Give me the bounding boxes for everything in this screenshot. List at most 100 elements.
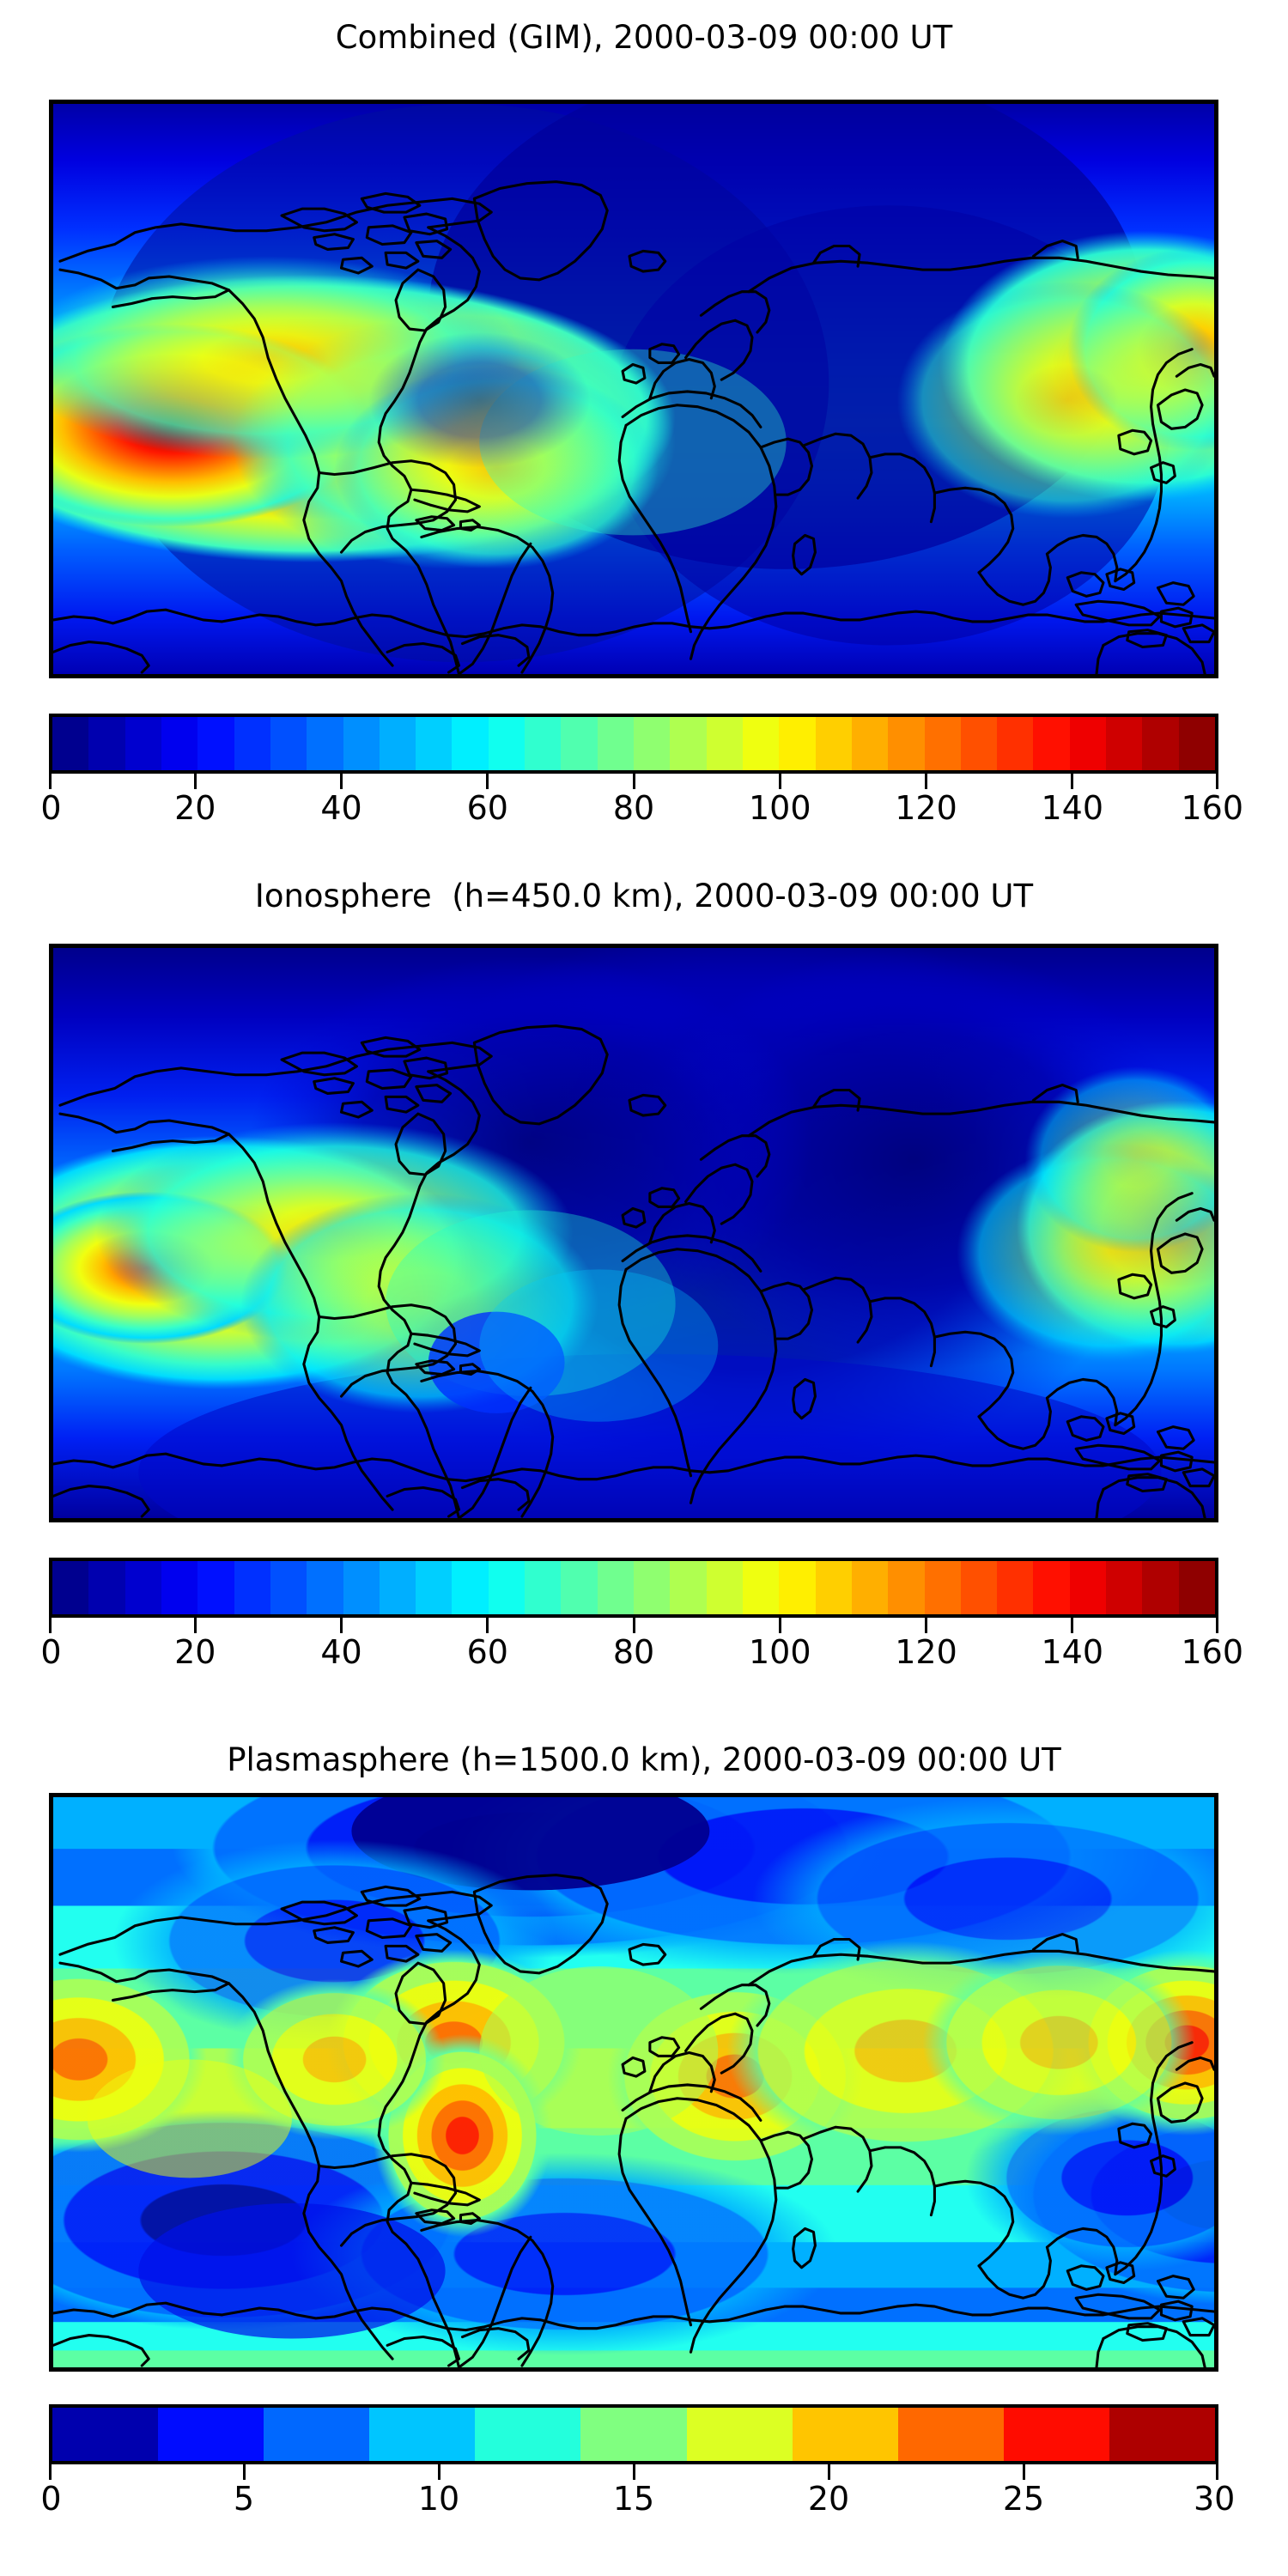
panel-title-plasmasphere: Plasmasphere (h=1500.0 km), 2000-03-09 0… (227, 1741, 1061, 1778)
colorbar-segment (197, 1561, 234, 1614)
colorbar-tick-label: 0 (40, 2480, 62, 2518)
colorbar-segment (1106, 1561, 1143, 1614)
colorbar-ionosphere[interactable]: 0 20 40 60 80 100 120 140 160 (40, 1558, 1243, 1671)
colorbar-segment (597, 717, 634, 770)
colorbar-tick-label: 0 (40, 789, 62, 827)
colorbar-tick-label: 120 (895, 789, 957, 827)
colorbar-segment (488, 717, 526, 770)
colorbar-gradient-ionosphere (49, 1558, 1218, 1618)
colorbar-tick-mark (1022, 2464, 1025, 2480)
colorbar-segment (452, 1561, 489, 1614)
panel-ionosphere: Ionosphere (h=450.0 km), 2000-03-09 00:0… (0, 859, 1288, 1726)
map-combined-gim[interactable] (49, 100, 1218, 678)
colorbar-ticks-combined (49, 774, 1218, 793)
colorbar-tick-label: 60 (466, 789, 508, 827)
colorbar-segment (307, 1561, 343, 1614)
colorbar-segment (706, 717, 743, 770)
colorbar-tick-label: 80 (612, 1633, 655, 1671)
colorbar-tick-label: 15 (612, 2480, 655, 2518)
colorbar-segment (1142, 1561, 1179, 1614)
colorbar-segment (1069, 717, 1107, 770)
colorbar-segment (706, 1561, 743, 1614)
colorbar-segment (888, 1561, 925, 1614)
colorbar-segment (924, 1561, 961, 1614)
colorbar-gradient-plasmasphere (49, 2404, 1218, 2464)
colorbar-segment (561, 1561, 598, 1614)
colorbar-segment (88, 717, 125, 770)
colorbar-tick-mark (193, 1618, 197, 1633)
colorbar-segment (343, 1561, 380, 1614)
colorbar-tick-label: 140 (1041, 789, 1104, 827)
colorbar-segment (1069, 1561, 1107, 1614)
colorbar-tick-mark (1216, 2464, 1218, 2480)
colorbar-tick-mark (632, 1618, 635, 1633)
colorbar-segment (52, 717, 89, 770)
colorbar-segment (1178, 1561, 1215, 1614)
colorbar-tick-mark (49, 774, 52, 789)
colorbar-segment (379, 1561, 416, 1614)
colorbar-tick-mark (437, 2464, 440, 2480)
colorbar-tick-mark (632, 774, 635, 789)
colorbar-tick-label: 100 (748, 1633, 811, 1671)
colorbar-segment (158, 2408, 264, 2461)
colorbar-segment (742, 1561, 780, 1614)
colorbar-segment (161, 1561, 198, 1614)
colorbar-tick-mark (778, 1618, 781, 1633)
panel-title-combined-gim: Combined (GIM), 2000-03-09 00:00 UT (335, 19, 953, 56)
colorbar-segment (960, 717, 998, 770)
colorbar-segment (997, 1561, 1034, 1614)
colorbar-tick-label: 160 (1181, 1633, 1244, 1671)
colorbar-tick-mark (1216, 774, 1218, 789)
colorbar-combined-gim[interactable]: 0 20 40 60 80 100 120 140 160 (40, 714, 1243, 827)
colorbar-segment (234, 1561, 270, 1614)
colorbar-tick-mark (778, 774, 781, 789)
colorbar-segment (1109, 2408, 1215, 2461)
colorbar-segment (379, 717, 416, 770)
colorbar-segment (897, 2408, 1004, 2461)
colorbar-ticks-plasmasphere (49, 2464, 1218, 2483)
colorbar-segment (197, 717, 234, 770)
panel-title-ionosphere: Ionosphere (h=450.0 km), 2000-03-09 00:0… (254, 878, 1034, 914)
colorbar-ticks-ionosphere (49, 1618, 1218, 1637)
colorbar-segment (452, 717, 489, 770)
colorbar-tick-label: 0 (40, 1633, 62, 1671)
map-ionosphere[interactable] (49, 944, 1218, 1522)
colorbar-tick-mark (925, 1618, 927, 1633)
colorbar-tick-label: 140 (1041, 1633, 1104, 1671)
colorbar-segment (792, 2408, 898, 2461)
colorbar-tick-mark (340, 1618, 343, 1633)
colorbar-tick-mark (486, 1618, 489, 1633)
colorbar-tick-label: 80 (612, 789, 655, 827)
colorbar-segment (416, 717, 453, 770)
colorbar-segment (1142, 717, 1179, 770)
colorbar-segment (634, 717, 671, 770)
colorbar-segment (634, 1561, 671, 1614)
colorbar-segment (815, 1561, 852, 1614)
colorbar-tick-mark (340, 774, 343, 789)
colorbar-segment (525, 1561, 562, 1614)
colorbar-tick-label: 5 (233, 2480, 255, 2518)
colorbar-segment (580, 2408, 687, 2461)
colorbar-segment (343, 717, 380, 770)
colorbar-tick-label: 40 (320, 789, 362, 827)
panel-combined-gim: Combined (GIM), 2000-03-09 00:00 UT (0, 0, 1288, 859)
colorbar-segment (52, 1561, 89, 1614)
colorbar-tick-mark (1216, 1618, 1218, 1633)
colorbar-tick-label: 25 (1002, 2480, 1045, 2518)
colorbar-segment (488, 1561, 526, 1614)
colorbar-segment (670, 1561, 707, 1614)
colorbar-tick-label: 20 (174, 789, 216, 827)
colorbar-segment (270, 717, 307, 770)
colorbar-tick-mark (632, 2464, 635, 2480)
colorbar-segment (1106, 717, 1143, 770)
colorbar-tick-mark (486, 774, 489, 789)
colorbar-tick-label: 10 (417, 2480, 460, 2518)
colorbar-segment (1003, 2408, 1109, 2461)
colorbar-gradient-combined (49, 714, 1218, 774)
colorbar-segment (307, 717, 343, 770)
colorbar-tick-label: 40 (320, 1633, 362, 1671)
colorbar-plasmasphere[interactable]: 0 5 10 15 20 25 30 (40, 2404, 1235, 2518)
colorbar-segment (161, 717, 198, 770)
map-plasmasphere[interactable] (49, 1793, 1218, 2372)
